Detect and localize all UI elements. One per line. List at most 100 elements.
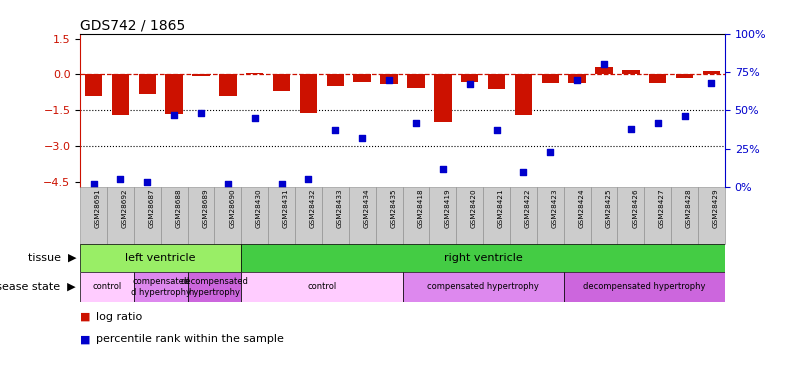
Point — [329, 127, 342, 133]
Bar — [241, 244, 725, 272]
Point — [302, 176, 315, 182]
Bar — [434, 75, 452, 122]
Bar — [241, 272, 402, 302]
Bar — [139, 75, 156, 94]
Bar — [353, 75, 371, 82]
Bar — [273, 75, 290, 91]
Text: GSM28434: GSM28434 — [364, 189, 369, 228]
Bar — [268, 187, 295, 244]
Bar — [649, 75, 666, 83]
Text: disease state  ▶: disease state ▶ — [0, 282, 76, 292]
Bar — [622, 70, 640, 75]
Point — [195, 110, 207, 116]
Bar — [702, 71, 720, 75]
Bar — [187, 272, 241, 302]
Point — [409, 120, 422, 126]
Text: GSM28419: GSM28419 — [444, 189, 450, 228]
Bar — [215, 187, 241, 244]
Bar — [80, 187, 107, 244]
Text: GSM28423: GSM28423 — [552, 189, 557, 228]
Text: GSM28426: GSM28426 — [632, 189, 638, 228]
Bar — [402, 187, 429, 244]
Point — [463, 81, 476, 87]
Text: compensated
d hypertrophy: compensated d hypertrophy — [131, 277, 191, 297]
Bar — [541, 75, 559, 83]
Bar — [165, 75, 183, 114]
Bar — [618, 187, 644, 244]
Bar — [457, 187, 483, 244]
Text: GSM28692: GSM28692 — [122, 189, 127, 228]
Bar — [80, 272, 134, 302]
Bar — [429, 187, 457, 244]
Bar — [192, 75, 210, 76]
Bar — [134, 187, 161, 244]
Point — [383, 77, 396, 83]
Text: GSM28430: GSM28430 — [256, 189, 262, 228]
Point — [678, 114, 691, 120]
Text: tissue  ▶: tissue ▶ — [27, 253, 76, 263]
Text: ■: ■ — [80, 334, 91, 344]
Bar — [461, 75, 478, 82]
Bar — [488, 75, 505, 89]
Bar — [698, 187, 725, 244]
Point — [356, 135, 368, 141]
Bar — [564, 272, 725, 302]
Point — [517, 169, 529, 175]
Text: decompensated hypertrophy: decompensated hypertrophy — [583, 282, 706, 291]
Bar — [671, 187, 698, 244]
Bar — [295, 187, 322, 244]
Bar — [107, 187, 134, 244]
Bar — [85, 75, 103, 96]
Text: GSM28421: GSM28421 — [498, 189, 504, 228]
Text: GSM28424: GSM28424 — [578, 189, 585, 228]
Point — [87, 181, 100, 187]
Bar — [241, 187, 268, 244]
Text: GSM28431: GSM28431 — [283, 189, 289, 228]
Point — [437, 166, 449, 172]
Text: ■: ■ — [80, 312, 91, 322]
Point — [221, 181, 234, 187]
Bar — [564, 187, 590, 244]
Bar — [134, 272, 187, 302]
Text: compensated hypertrophy: compensated hypertrophy — [427, 282, 539, 291]
Point — [141, 179, 154, 185]
Bar — [595, 67, 613, 75]
Point — [705, 80, 718, 86]
Text: GSM28690: GSM28690 — [229, 189, 235, 228]
Text: left ventricle: left ventricle — [126, 253, 196, 263]
Point — [625, 126, 638, 132]
Bar — [407, 75, 425, 88]
Text: GSM28427: GSM28427 — [659, 189, 665, 228]
Text: right ventricle: right ventricle — [444, 253, 522, 263]
Point — [544, 149, 557, 155]
Bar — [376, 187, 402, 244]
Text: GSM28425: GSM28425 — [606, 189, 611, 228]
Text: GSM28433: GSM28433 — [336, 189, 343, 228]
Bar — [402, 272, 564, 302]
Bar — [569, 75, 586, 83]
Text: GSM28688: GSM28688 — [175, 189, 182, 228]
Bar — [246, 73, 264, 75]
Text: GSM28689: GSM28689 — [203, 189, 208, 228]
Bar — [644, 187, 671, 244]
Point — [598, 62, 610, 68]
Bar — [80, 244, 241, 272]
Text: decompensated
hypertrophy: decompensated hypertrophy — [180, 277, 248, 297]
Bar — [537, 187, 564, 244]
Bar — [161, 187, 187, 244]
Bar — [322, 187, 348, 244]
Text: control: control — [308, 282, 336, 291]
Point — [276, 181, 288, 187]
Point — [167, 112, 180, 118]
Bar — [111, 75, 129, 115]
Text: GSM28429: GSM28429 — [713, 189, 718, 228]
Bar — [510, 187, 537, 244]
Point — [114, 176, 127, 182]
Text: GSM28422: GSM28422 — [525, 189, 531, 228]
Text: GSM28428: GSM28428 — [686, 189, 692, 228]
Text: GSM28418: GSM28418 — [417, 189, 423, 228]
Point — [248, 115, 261, 121]
Point — [571, 77, 584, 83]
Text: GSM28691: GSM28691 — [95, 189, 101, 228]
Text: percentile rank within the sample: percentile rank within the sample — [96, 334, 284, 344]
